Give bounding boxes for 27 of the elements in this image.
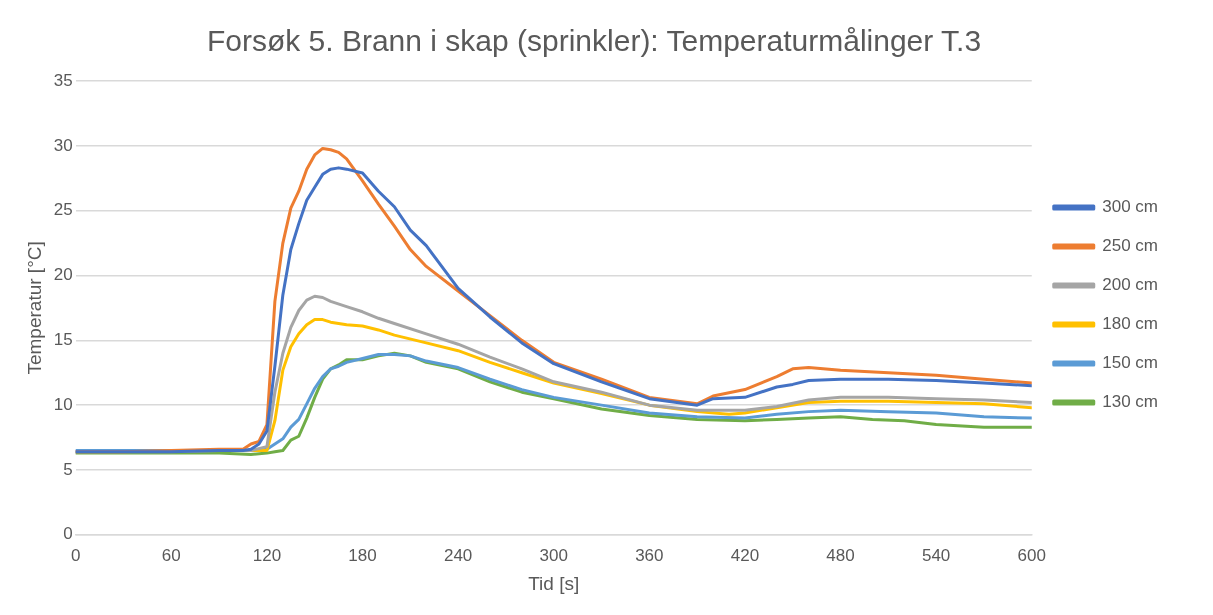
chart-title: Forsøk 5. Brann i skap (sprinkler): Temperaturmålinger T.3 [206, 24, 982, 58]
x-tick-label: 360 [635, 545, 664, 565]
y-tick-label: 5 [63, 459, 73, 479]
x-tick-label: 300 [539, 545, 568, 565]
y-tick-label: 0 [63, 524, 73, 544]
x-tick-label: 60 [161, 545, 181, 565]
x-tick-label: 120 [252, 545, 282, 565]
y-axis-title: Temperatur [°C] [23, 241, 45, 375]
x-tick-label: 180 [348, 545, 377, 565]
y-tick-label: 25 [53, 200, 73, 220]
legend-label: 250 cm [1102, 236, 1158, 256]
x-axis-title: Tid [s] [528, 572, 580, 594]
legend-label: 180 cm [1102, 314, 1158, 334]
x-tick-label: 480 [826, 545, 855, 565]
y-tick-label: 10 [53, 394, 73, 414]
y-tick-label: 15 [53, 330, 73, 349]
y-tick-label: 35 [53, 70, 73, 90]
x-tick-label: 600 [1017, 545, 1046, 565]
x-tick-label: 540 [921, 545, 951, 565]
legend-label: 300 cm [1102, 197, 1158, 217]
legend-label: 150 cm [1102, 353, 1158, 373]
legend-label: 130 cm [1102, 392, 1158, 412]
y-tick-label: 30 [53, 135, 73, 155]
x-tick-label: 240 [443, 545, 473, 565]
y-tick-label: 20 [53, 265, 73, 285]
legend-label: 200 cm [1102, 275, 1158, 295]
x-tick-label: 420 [730, 545, 760, 565]
